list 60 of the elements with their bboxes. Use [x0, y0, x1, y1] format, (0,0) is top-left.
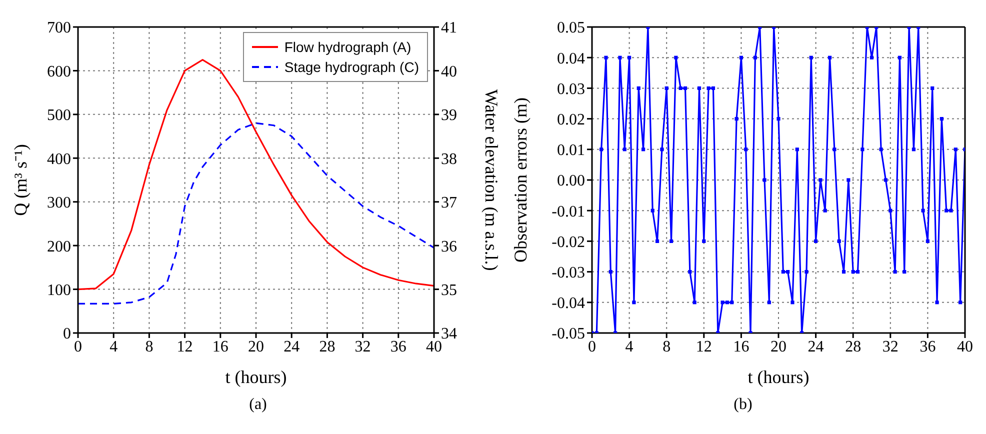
y-tick-label: -0.01	[552, 203, 585, 220]
x-tick-label: 8	[145, 338, 154, 356]
y2-tick-label: 34	[441, 326, 457, 343]
y-axis-title: Q (m³ s⁻¹)	[10, 144, 30, 216]
x-tick-label: 28	[845, 338, 862, 356]
y2-tick-label: 40	[441, 63, 457, 80]
legend-label: Flow hydrograph (A)	[284, 38, 412, 57]
x-tick-label: 28	[319, 338, 336, 356]
x-tick-label: 4	[110, 338, 118, 356]
x-tick-label: 20	[248, 338, 264, 356]
y2-tick-label: 38	[441, 150, 457, 168]
y2-tick-label: 37	[441, 194, 457, 212]
x-tick-label: 12	[696, 338, 712, 356]
y-tick-label: 0.05	[557, 20, 585, 37]
y-tick-label: 0.02	[557, 111, 585, 128]
x-tick-label: 8	[662, 338, 671, 356]
x-tick-label: 0	[588, 338, 596, 356]
y-tick-label: 700	[47, 20, 71, 37]
x-tick-label: 32	[354, 338, 371, 356]
legend-label: Stage hydrograph (C)	[284, 58, 419, 77]
x-tick-label: 12	[176, 338, 193, 356]
y-tick-label: 300	[47, 194, 71, 212]
text: (b)	[732, 396, 754, 414]
y-tick-label: 200	[47, 238, 71, 256]
line-series	[78, 58, 434, 290]
y-tick-label: 0.04	[557, 50, 585, 68]
y-tick-label: 0.03	[557, 80, 585, 98]
y2-tick-label: 39	[441, 107, 457, 124]
y-tick-label: 0	[63, 326, 71, 343]
text: (a)	[248, 396, 268, 414]
y-tick-label: -0.04	[552, 295, 585, 312]
y2-axis-title: Water elevation (m a.s.l.)	[482, 89, 502, 271]
x-tick-label: 4	[625, 338, 634, 356]
x-tick-label: 20	[770, 338, 786, 356]
x-tick-label: 36	[390, 338, 406, 356]
x-tick-label: 36	[920, 338, 936, 356]
y2-tick-label: 36	[441, 238, 457, 256]
y-tick-label: 500	[47, 107, 71, 124]
x-tick-label: 40	[426, 338, 442, 356]
y2-tick-label: 35	[441, 282, 457, 299]
x-tick-label: 16	[733, 338, 750, 356]
y-tick-label: -0.03	[552, 264, 585, 282]
y2-tick-label: 41	[441, 20, 457, 37]
y-tick-label: 100	[47, 282, 71, 299]
line-series	[78, 122, 434, 305]
x-tick-label: 24	[284, 338, 300, 356]
y-tick-label: -0.02	[552, 234, 585, 251]
y-tick-label: 400	[47, 150, 71, 168]
x-axis-title: t (hours)	[225, 367, 287, 387]
x-axis-title: t (hours)	[748, 367, 810, 387]
y-tick-label: -0.05	[552, 326, 585, 343]
x-tick-label: 40	[957, 338, 973, 356]
y-tick-label: 0.00	[557, 172, 585, 190]
y-tick-label: 600	[47, 63, 71, 80]
x-tick-label: 16	[212, 338, 228, 356]
x-tick-label: 24	[808, 338, 824, 356]
y-axis-title: Observation errors (m)	[510, 98, 530, 262]
x-tick-label: 32	[882, 338, 898, 356]
y-tick-label: 0.01	[557, 142, 585, 160]
x-tick-label: 0	[74, 338, 82, 356]
